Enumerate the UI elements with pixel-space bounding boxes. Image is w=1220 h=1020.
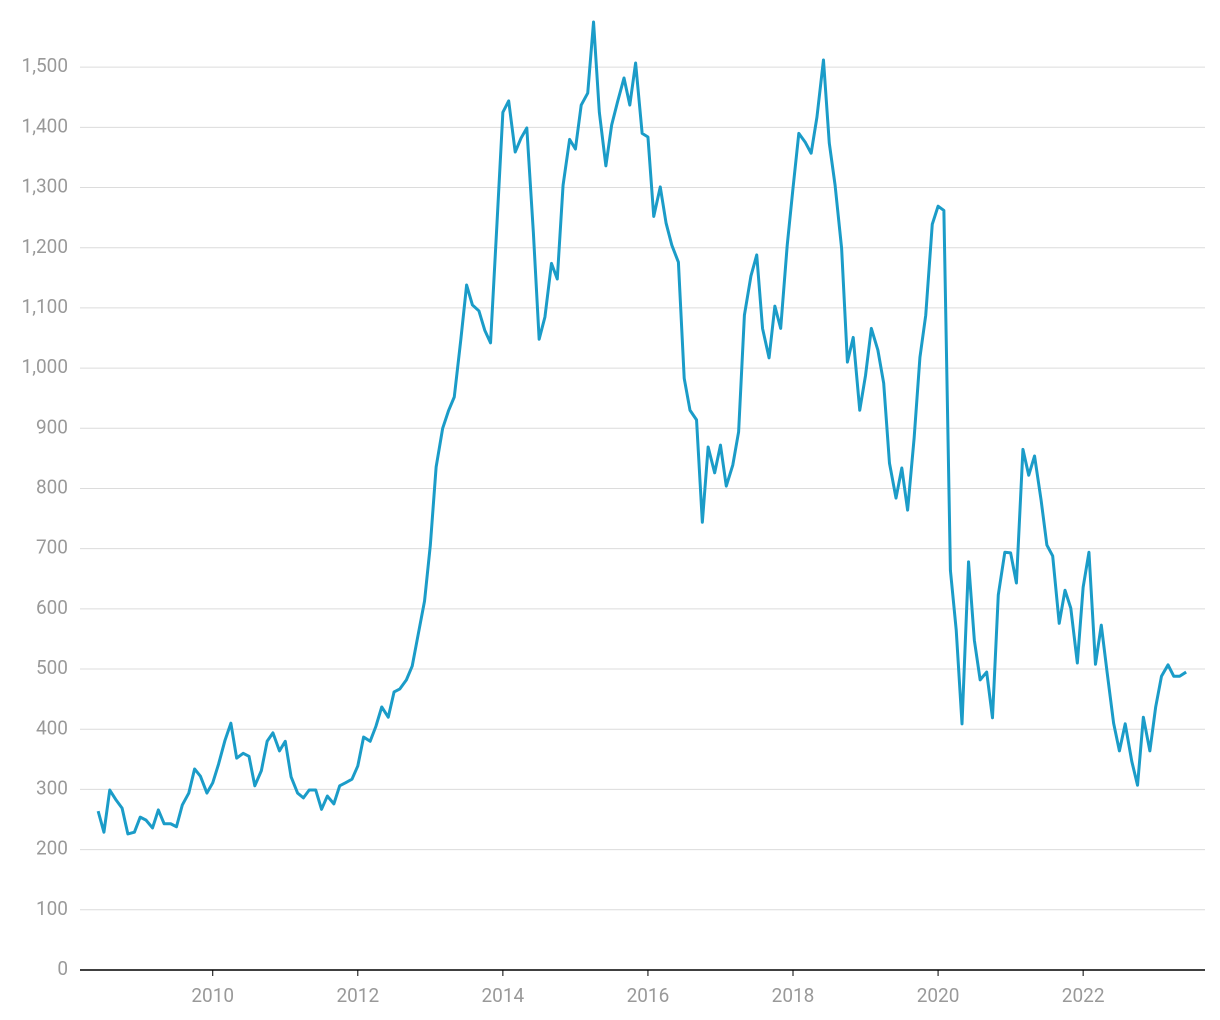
y-tick-label: 1,500: [22, 54, 68, 77]
y-tick-label: 600: [36, 596, 68, 619]
y-tick-label: 300: [36, 776, 68, 799]
y-tick-label: 100: [36, 897, 68, 920]
y-tick-label: 900: [36, 415, 68, 438]
y-tick-label: 400: [36, 716, 68, 739]
x-tick-label: 2020: [917, 984, 960, 1007]
y-tick-label: 200: [36, 837, 68, 860]
x-tick-label: 2012: [336, 984, 379, 1007]
y-tick-label: 700: [36, 536, 68, 559]
y-tick-label: 500: [36, 656, 68, 679]
x-tick-label: 2018: [772, 984, 815, 1007]
y-tick-label: 1,200: [22, 235, 68, 258]
data-line: [96, 20, 1187, 836]
x-tick-label: 2016: [627, 984, 670, 1007]
y-tick-label: 0: [57, 957, 68, 980]
y-tick-label: 1,400: [22, 114, 68, 137]
y-tick-label: 800: [36, 476, 68, 499]
x-tick-label: 2010: [191, 984, 234, 1007]
y-tick-label: 1,300: [22, 175, 68, 198]
x-tick-label: 2022: [1062, 984, 1105, 1007]
y-tick-label: 1,100: [22, 295, 68, 318]
y-tick-label: 1,000: [22, 355, 68, 378]
x-tick-label: 2014: [482, 984, 525, 1007]
